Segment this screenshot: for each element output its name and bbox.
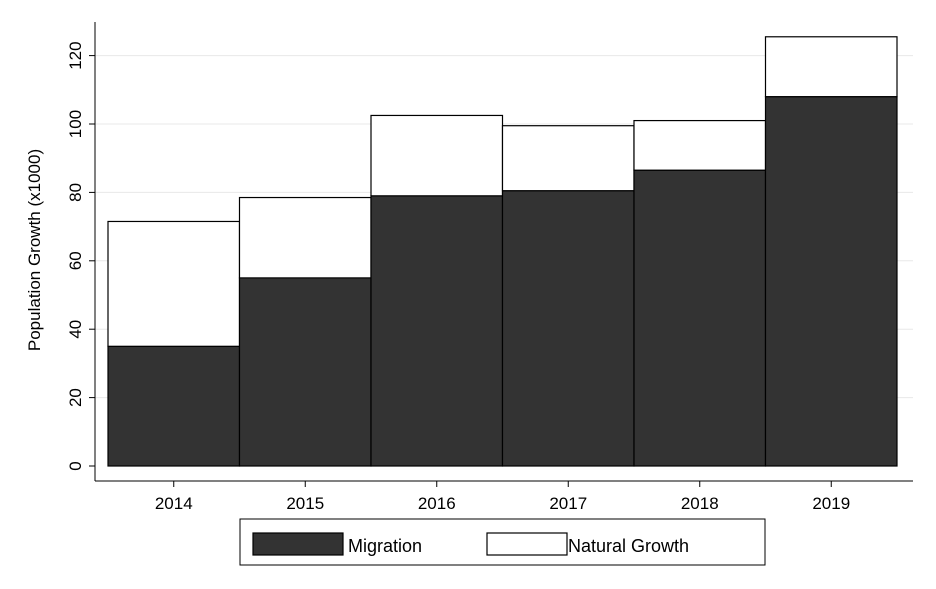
axes: 2014 2015 2016 2017 2018 2019 0 20 40 60 80 100 120 xyxy=(66,22,913,513)
y-tick-label-40: 40 xyxy=(66,320,85,339)
bar-natural-growth-2015 xyxy=(238,196,372,279)
legend-label-natural-growth: Natural Growth xyxy=(568,536,689,556)
bar-migration-2018 xyxy=(633,169,767,467)
y-axis-title: Population Growth (x1000) xyxy=(25,149,44,351)
bar-migration-2015 xyxy=(238,277,372,467)
bar-natural-growth-2018 xyxy=(633,119,767,171)
x-tick-label-2018: 2018 xyxy=(681,494,719,513)
y-tick-label-60: 60 xyxy=(66,251,85,270)
legend-label-migration: Migration xyxy=(348,536,422,556)
bar-natural-growth-2019 xyxy=(764,36,898,98)
bar-natural-growth-2016 xyxy=(370,114,504,197)
y-tick-label-0: 0 xyxy=(66,461,85,470)
y-tick-label-100: 100 xyxy=(66,110,85,138)
y-tick-label-20: 20 xyxy=(66,388,85,407)
x-tick-label-2014: 2014 xyxy=(155,494,193,513)
bar-migration-2016 xyxy=(370,195,504,467)
bars xyxy=(107,36,898,467)
x-tick-label-2016: 2016 xyxy=(418,494,456,513)
x-tick-label-2019: 2019 xyxy=(812,494,850,513)
bar-migration-2014 xyxy=(107,345,241,467)
bar-migration-2019 xyxy=(764,96,898,467)
legend-swatch-natural-growth xyxy=(486,532,568,556)
bar-migration-2017 xyxy=(501,190,635,467)
y-tick-label-120: 120 xyxy=(66,41,85,69)
legend: Migration Natural Growth xyxy=(239,518,766,566)
bar-natural-growth-2017 xyxy=(501,125,635,192)
x-tick-label-2017: 2017 xyxy=(549,494,587,513)
bar-natural-growth-2014 xyxy=(107,220,241,347)
legend-swatch-migration xyxy=(252,532,344,556)
y-tick-label-80: 80 xyxy=(66,183,85,202)
x-tick-label-2015: 2015 xyxy=(286,494,324,513)
